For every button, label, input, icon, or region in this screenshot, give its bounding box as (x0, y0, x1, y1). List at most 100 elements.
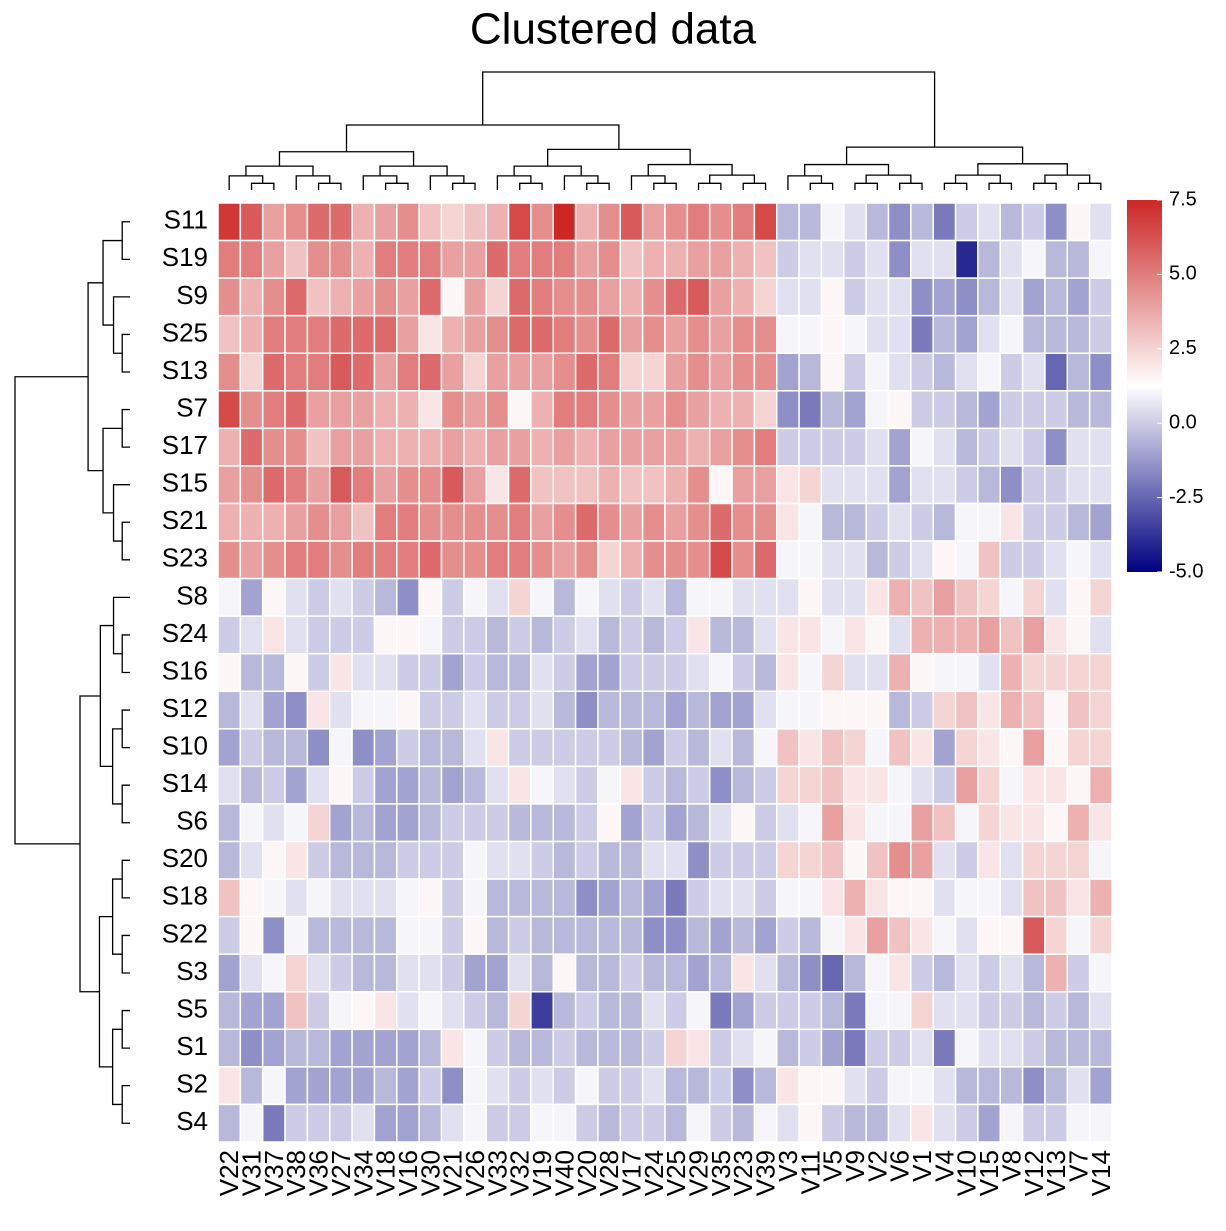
heatmap-cell (1021, 314, 1046, 354)
heatmap-cell (261, 577, 286, 617)
heatmap-cell (798, 427, 823, 467)
heatmap-cell (731, 991, 756, 1031)
dendrogram-link (79, 695, 101, 993)
heatmap-cell (1021, 1103, 1046, 1143)
heatmap-cell (753, 728, 778, 768)
heatmap-cell (396, 1103, 420, 1143)
heatmap-cell (396, 1028, 420, 1068)
heatmap-cell (798, 991, 823, 1031)
heatmap-cell (664, 277, 689, 317)
heatmap-cell (954, 502, 979, 542)
heatmap-cell (1088, 765, 1113, 805)
heatmap-cell (284, 502, 309, 542)
heatmap-cell (843, 465, 867, 505)
heatmap-cell (530, 239, 555, 279)
heatmap-cell (977, 202, 1002, 242)
heatmap-cell (686, 502, 711, 542)
heatmap-cell (843, 239, 867, 279)
heatmap-cell (686, 1028, 711, 1068)
heatmap-cell (664, 314, 689, 354)
row-label: S23 (162, 543, 208, 573)
heatmap-cell (1044, 502, 1069, 542)
heatmap-cell (843, 991, 867, 1031)
heatmap-cell (999, 765, 1024, 805)
heatmap-cell (664, 502, 689, 542)
heatmap-cell (1044, 577, 1069, 617)
heatmap-cell (418, 652, 443, 693)
heatmap-cell (306, 465, 331, 505)
heatmap-cell (954, 465, 979, 505)
dendrogram-link (547, 148, 691, 167)
heatmap-cell (910, 277, 934, 317)
heatmap-cell (708, 765, 733, 805)
heatmap-cell (261, 277, 286, 317)
heatmap-cell (708, 465, 733, 505)
heatmap-cell (396, 390, 420, 430)
heatmap-cell (731, 1028, 756, 1068)
heatmap-cell (731, 427, 756, 467)
heatmap-cell (641, 652, 666, 693)
heatmap-cell (284, 277, 309, 317)
heatmap-cell (530, 690, 555, 730)
heatmap-cell (843, 690, 867, 730)
heatmap-cell (708, 390, 733, 430)
heatmap-cell (306, 390, 331, 430)
heatmap-cell (641, 239, 666, 279)
heatmap-cell (843, 352, 867, 392)
colorbar-tick-label: 7.5 (1169, 188, 1197, 210)
heatmap-cell (1021, 615, 1046, 655)
heatmap-cell (865, 239, 890, 279)
heatmap-cell (396, 803, 420, 843)
column-label: V9 (840, 1150, 870, 1182)
heatmap-cell (373, 652, 398, 693)
heatmap-cell (686, 577, 711, 617)
heatmap-cell (552, 690, 577, 730)
heatmap-cell (1044, 728, 1069, 768)
heatmap-cell (261, 352, 286, 392)
heatmap-cell (954, 652, 979, 693)
heatmap-cell (1088, 991, 1113, 1031)
heatmap-cell (1044, 803, 1069, 843)
heatmap-cell (708, 502, 733, 542)
heatmap-cell (753, 1028, 778, 1068)
heatmap-cell (239, 728, 264, 768)
heatmap-cell (731, 277, 756, 317)
heatmap-cell (641, 202, 666, 242)
heatmap-cell (820, 915, 845, 955)
heatmap-cell (686, 465, 711, 505)
dendrogram-link (121, 859, 130, 899)
heatmap-cell (664, 953, 689, 993)
heatmap-cell (999, 202, 1024, 242)
heatmap-cell (507, 277, 532, 317)
dendrogram-link (317, 182, 342, 190)
heatmap-cell (396, 728, 420, 768)
heatmap-cell (977, 915, 1002, 955)
heatmap-cell (977, 765, 1002, 805)
heatmap-cell (1088, 953, 1113, 993)
heatmap-cell (843, 953, 867, 993)
heatmap-cell (999, 1028, 1024, 1068)
heatmap-cell (776, 427, 800, 467)
heatmap-cell (485, 540, 510, 580)
heatmap-cell (1066, 202, 1091, 242)
heatmap-cell (954, 765, 979, 805)
heatmap-cell (507, 1103, 532, 1143)
heatmap-cell (351, 1066, 376, 1106)
row-label: S7 (176, 392, 208, 422)
heatmap-cell (910, 577, 934, 617)
heatmap-cell (217, 690, 242, 730)
dendrogram-link (121, 408, 130, 448)
heatmap-cell (843, 840, 867, 880)
heatmap-cell (820, 953, 845, 993)
heatmap-cell (798, 1103, 823, 1143)
heatmap-cell (641, 953, 666, 993)
dendrogram-link (87, 282, 104, 472)
column-label: V24 (639, 1150, 669, 1196)
heatmap-cell (686, 314, 711, 354)
heatmap-cell (329, 352, 353, 392)
heatmap-cell (1021, 577, 1046, 617)
heatmap-cell (574, 728, 599, 768)
heatmap-cell (485, 953, 510, 993)
heatmap-cell (887, 465, 912, 505)
heatmap-cell (507, 352, 532, 392)
